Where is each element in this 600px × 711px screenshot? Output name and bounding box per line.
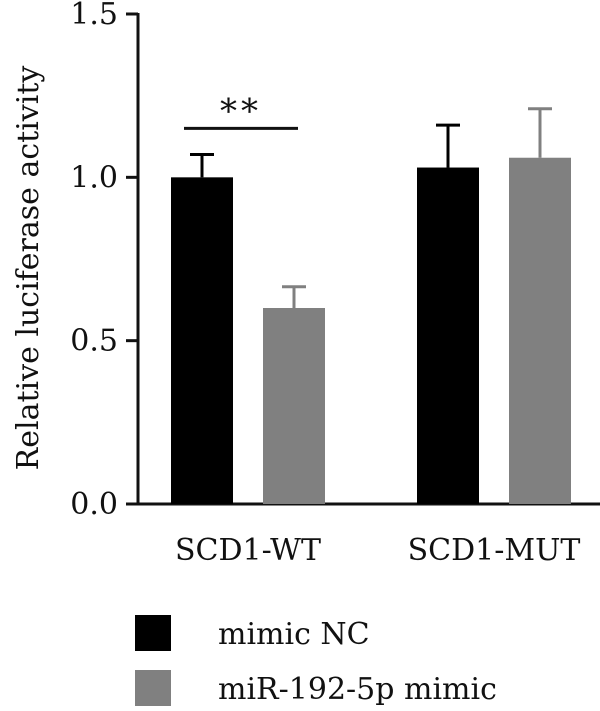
- y-tick-label: 1.5: [70, 0, 118, 32]
- y-tick-label: 0.0: [70, 487, 118, 522]
- error-bars: [190, 107, 552, 308]
- bars: [171, 157, 571, 505]
- legend-label: miR-192-5p mimic: [218, 672, 497, 707]
- significance-annotation: **: [184, 91, 298, 131]
- legend-swatch: [135, 670, 171, 706]
- bar-scd1-wt-series-0: [171, 177, 233, 505]
- y-tick-label: 0.5: [70, 324, 118, 359]
- legend-label: mimic NC: [218, 617, 370, 652]
- bar-scd1-mut-series-1: [509, 157, 571, 504]
- bar-scd1-wt-series-1: [263, 308, 325, 504]
- significance-label: **: [220, 91, 262, 131]
- x-category-label: SCD1-WT: [175, 533, 321, 568]
- legend-swatch: [135, 615, 171, 651]
- x-axis: SCD1-WT SCD1-MUT: [136, 502, 600, 568]
- bar-scd1-mut-series-0: [417, 167, 479, 505]
- x-category-label: SCD1-MUT: [408, 533, 581, 568]
- y-axis-label: Relative luciferase activity: [11, 66, 46, 471]
- y-tick-label: 1.0: [70, 160, 118, 195]
- legend: mimic NC miR-192-5p mimic: [135, 615, 497, 707]
- y-axis: 0.0 0.5 1.0 1.5: [70, 0, 140, 522]
